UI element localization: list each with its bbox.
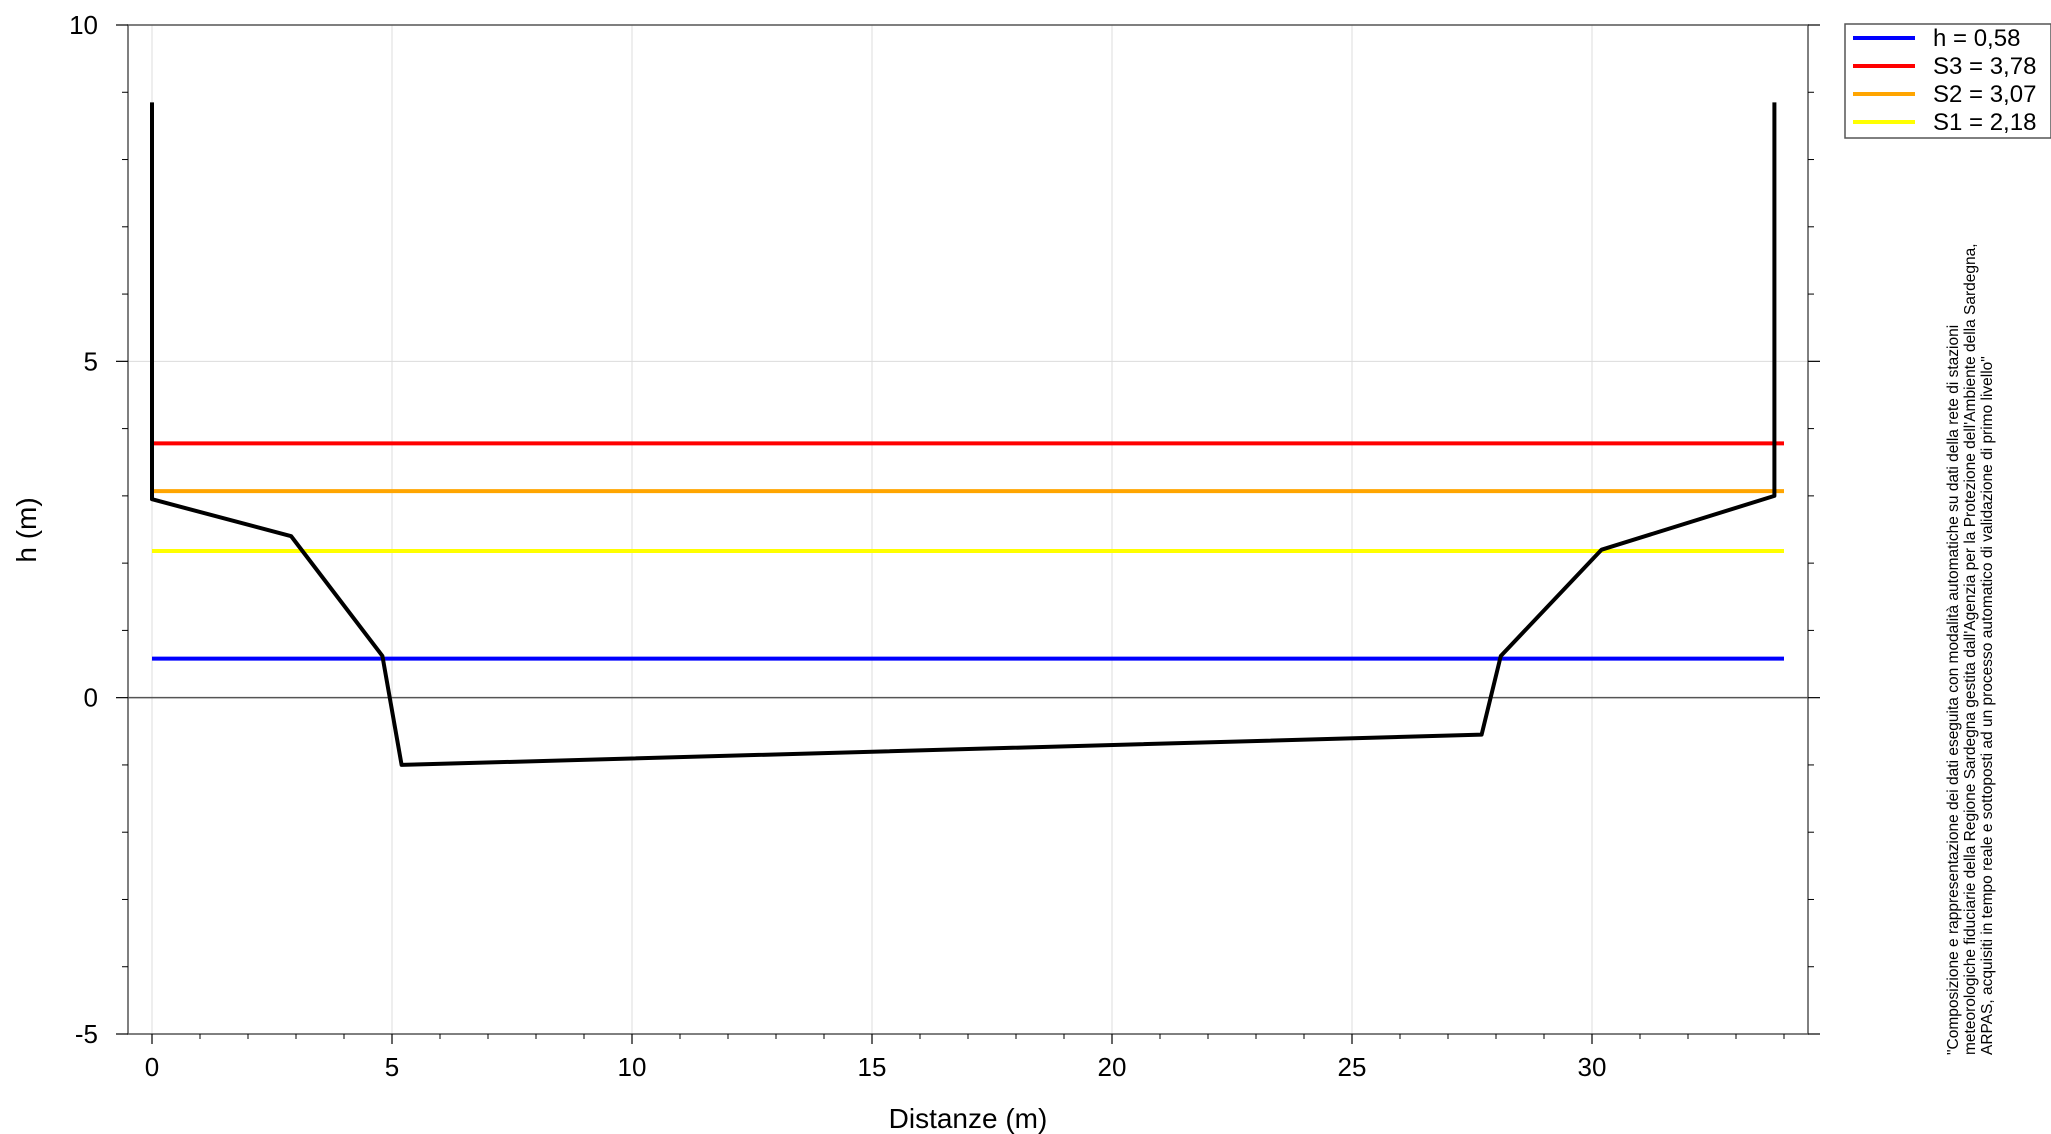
legend-label: h = 0,58 <box>1933 25 2020 52</box>
x-tick-label: 25 <box>1338 1052 1367 1082</box>
x-tick-label: 15 <box>858 1052 887 1082</box>
legend-label: S3 = 3,78 <box>1933 53 2036 80</box>
note-line-3: ARPAS, acquisiti in tempo reale e sottop… <box>1979 356 1996 1055</box>
data-source-note: "Composizione e rappresentazione dei dat… <box>1945 243 1996 1055</box>
axis-ticks <box>116 24 1820 1044</box>
y-tick-label: 5 <box>84 346 98 376</box>
plot-frame <box>127 24 1809 1035</box>
x-tick-label: 0 <box>145 1052 159 1082</box>
legend-label: S1 = 2,18 <box>1933 109 2036 136</box>
legend-label: S2 = 3,07 <box>1933 81 2036 108</box>
x-tick-label: 10 <box>618 1052 647 1082</box>
y-tick-label: 0 <box>84 683 98 713</box>
x-tick-label: 5 <box>385 1052 399 1082</box>
y-tick-label: -5 <box>75 1019 98 1049</box>
x-tick-label: 20 <box>1098 1052 1127 1082</box>
x-tick-label: 30 <box>1578 1052 1607 1082</box>
tick-labels: 0 5 10 15 20 25 30 -5 0 5 10 <box>69 10 1606 1082</box>
note-line-2: meteorologiche fiduciarie della Regione … <box>1962 243 1979 1055</box>
level-lines <box>152 441 1784 661</box>
note-line-1: "Composizione e rappresentazione dei dat… <box>1945 325 1962 1055</box>
riverbed-profile-line <box>150 102 1777 767</box>
y-axis-title: h (m) <box>11 497 42 562</box>
legend-box <box>1844 23 2051 139</box>
grid <box>128 24 1808 1035</box>
riverbed-profile <box>150 102 1777 767</box>
x-axis-title: Distanze (m) <box>889 1103 1048 1134</box>
y-tick-label: 10 <box>69 10 98 40</box>
